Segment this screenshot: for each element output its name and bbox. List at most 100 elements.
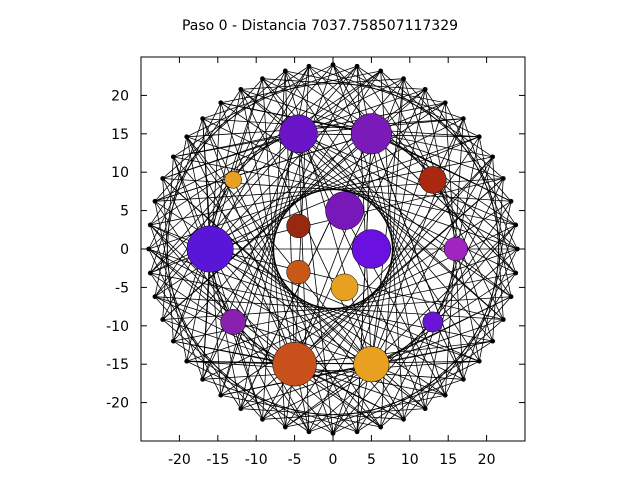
ring-point bbox=[460, 116, 466, 122]
y-tick-label: -20 bbox=[106, 396, 129, 412]
ring-point bbox=[401, 416, 406, 422]
ring-point bbox=[508, 294, 514, 300]
y-tick-label: 10 bbox=[111, 165, 129, 181]
edge-line bbox=[186, 70, 382, 362]
ring-point bbox=[422, 406, 428, 412]
edge-line bbox=[162, 296, 512, 320]
ring-point bbox=[238, 86, 244, 92]
edge-line bbox=[186, 248, 518, 362]
y-tick-label: 0 bbox=[120, 242, 129, 258]
ring-point bbox=[354, 429, 360, 435]
edge-line bbox=[162, 70, 286, 179]
edge-line bbox=[380, 319, 504, 428]
ring-point bbox=[460, 376, 466, 382]
edge-line bbox=[149, 224, 295, 365]
edge-line bbox=[371, 224, 517, 365]
edge-line bbox=[154, 201, 188, 362]
edge-line bbox=[149, 89, 242, 226]
edge-line bbox=[154, 136, 188, 297]
ring-point bbox=[513, 222, 519, 228]
edge-line bbox=[424, 89, 517, 226]
edge-line bbox=[162, 178, 512, 202]
ring-point bbox=[514, 246, 520, 252]
edge-line bbox=[308, 65, 464, 120]
edge-line bbox=[492, 156, 504, 320]
edge-line bbox=[162, 319, 286, 428]
edge-line bbox=[162, 133, 299, 179]
edge-line bbox=[220, 394, 381, 428]
edge-line bbox=[284, 70, 480, 362]
data-point-circle bbox=[419, 166, 447, 194]
edge-line bbox=[154, 296, 263, 420]
data-point-circle bbox=[186, 225, 234, 273]
ring-point bbox=[147, 270, 153, 276]
edge-line bbox=[356, 66, 372, 365]
chart-title: Paso 0 - Distancia 7037.758507117329 bbox=[181, 18, 459, 34]
edge-line bbox=[148, 248, 372, 365]
edge-line bbox=[149, 272, 242, 409]
ring-point bbox=[476, 358, 482, 364]
ring-point bbox=[500, 176, 506, 181]
edge-line bbox=[149, 133, 299, 274]
edge-line bbox=[444, 248, 518, 396]
ring-point bbox=[184, 134, 190, 140]
ring-point bbox=[147, 222, 153, 228]
x-tick-label: -15 bbox=[206, 452, 229, 468]
data-point-circle bbox=[220, 309, 247, 335]
edge-line bbox=[478, 136, 512, 297]
edge-line bbox=[162, 156, 174, 320]
edge-line bbox=[209, 248, 480, 362]
ring-point bbox=[260, 76, 265, 82]
edge-line bbox=[154, 296, 504, 320]
edge-line bbox=[148, 248, 295, 365]
circle-layer bbox=[186, 113, 468, 387]
ring-point bbox=[354, 63, 360, 69]
edge-line bbox=[209, 70, 381, 250]
edge-line bbox=[298, 133, 504, 320]
edge-line bbox=[209, 248, 310, 432]
x-tick-label: -20 bbox=[168, 452, 191, 468]
data-point-circle bbox=[353, 346, 390, 383]
edge-line bbox=[332, 102, 446, 434]
tick-layer: -20 -15 -10 -5 0 5 10 15 20 -20 -15 -10 -5 0 5 10 15 20 bbox=[106, 57, 525, 468]
ring-point bbox=[218, 392, 224, 398]
x-tick-label: 0 bbox=[329, 452, 338, 468]
edge-line bbox=[186, 136, 372, 365]
edge-line bbox=[173, 133, 299, 158]
ring-point bbox=[422, 86, 428, 92]
ring-point bbox=[442, 100, 448, 106]
edge-line bbox=[308, 378, 464, 433]
edge-line bbox=[220, 64, 334, 396]
edge-line bbox=[380, 70, 504, 179]
edge-line bbox=[220, 133, 299, 396]
ring-point bbox=[306, 429, 312, 435]
edge-line bbox=[220, 102, 512, 298]
edge-line bbox=[162, 133, 372, 320]
edge-line bbox=[148, 102, 222, 250]
edge-line bbox=[148, 248, 222, 396]
ring-point bbox=[170, 154, 176, 160]
data-point-circle bbox=[330, 273, 359, 302]
ring-point bbox=[160, 176, 166, 181]
edge-line bbox=[186, 136, 382, 428]
data-point-circle bbox=[272, 341, 317, 387]
ring-point bbox=[160, 317, 166, 322]
edge-line bbox=[209, 78, 263, 250]
ring-point bbox=[513, 270, 519, 276]
edge-line bbox=[173, 340, 310, 433]
ring-point bbox=[170, 338, 176, 344]
ring-point bbox=[152, 198, 158, 204]
edge-line bbox=[209, 248, 381, 428]
ring-point bbox=[282, 68, 288, 74]
ring-point bbox=[490, 338, 496, 344]
data-point-circle bbox=[351, 229, 392, 269]
x-tick-label: 20 bbox=[478, 452, 496, 468]
y-tick-label: -5 bbox=[115, 280, 129, 296]
edge-line bbox=[149, 224, 204, 380]
ring-marker-layer bbox=[146, 62, 520, 436]
edge-line bbox=[209, 248, 426, 409]
edge-line bbox=[492, 178, 504, 342]
edge-line bbox=[478, 201, 512, 362]
ring-point bbox=[378, 424, 384, 430]
edge-line bbox=[371, 296, 512, 365]
